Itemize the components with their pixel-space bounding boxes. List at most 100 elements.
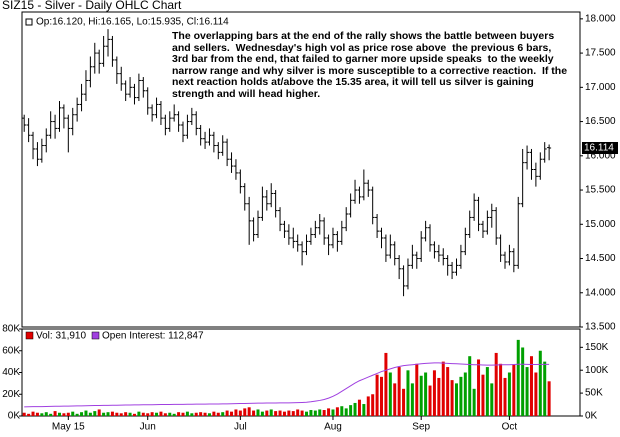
volume-bar: [252, 410, 256, 416]
volume-bar: [163, 413, 167, 416]
y-tick-label: 17.500: [585, 48, 616, 59]
y-tick-label: 17.000: [585, 82, 616, 93]
volume-bar: [406, 370, 410, 416]
volume-bar: [177, 412, 181, 416]
volume-bar: [146, 413, 150, 416]
volume-bar: [357, 399, 361, 416]
x-tick-label: Jun: [140, 422, 156, 433]
volume-bar: [221, 412, 225, 416]
volume-bar: [216, 412, 220, 416]
volume-bar: [128, 412, 132, 416]
volume-bar: [543, 361, 547, 416]
volume-bar: [31, 411, 35, 416]
legend-swatch: [91, 331, 100, 340]
volume-bar: [331, 409, 335, 416]
volume-bar: [269, 409, 273, 416]
x-tick-label: Oct: [502, 422, 518, 433]
y-tick-label: 15.000: [585, 219, 616, 230]
volume-bar: [402, 388, 406, 416]
y-tick-label: 15.500: [585, 185, 616, 196]
volume-bar: [516, 339, 520, 416]
y2-tick-label: 50K: [585, 388, 603, 399]
x-tick-label: Sep: [412, 422, 430, 433]
volume-bar: [393, 383, 397, 416]
volume-bar: [300, 410, 304, 416]
volume-bar: [168, 412, 172, 416]
price-panel: [21, 11, 581, 328]
volume-bar: [291, 411, 295, 416]
volume-bar: [119, 413, 123, 416]
volume-bar: [485, 367, 489, 416]
y-tick-label: 40K: [2, 367, 20, 378]
y-tick-label: 60K: [2, 345, 20, 356]
volume-bar: [490, 383, 494, 416]
volume-bar: [124, 412, 128, 416]
volume-bar: [181, 412, 185, 416]
oi-line: [24, 362, 550, 408]
legend-ohlc: Op:16.120, Hi:16.165, Lo:15.935, Cl:16.1…: [36, 17, 229, 28]
volume-bar: [446, 367, 450, 416]
volume-bar: [538, 350, 542, 416]
volume-bar: [441, 361, 445, 416]
volume-bar: [384, 352, 388, 416]
volume-bar: [481, 374, 485, 416]
y-tick-label: 16.000: [585, 150, 616, 161]
volume-bar: [529, 356, 533, 416]
legend-label: Vol: 31,910: [36, 331, 86, 342]
legend-label: Open Interest: 112,847: [102, 331, 204, 342]
volume-bar: [80, 412, 84, 416]
y2-tick-label: 0K: [585, 411, 598, 422]
volume-bar: [362, 404, 366, 416]
last-price-tag: [582, 141, 618, 154]
annotation-line: The overlapping bars at the end of the r…: [172, 30, 555, 42]
volume-bar: [503, 377, 507, 416]
volume-bar: [141, 412, 145, 416]
volume-bar: [199, 412, 203, 416]
legend-swatch: [25, 331, 34, 340]
volume-bar: [459, 376, 463, 416]
annotation: The overlapping bars at the end of the r…: [172, 30, 567, 101]
volume-bar: [44, 412, 48, 416]
volume-bar: [102, 412, 106, 416]
volume-bar: [53, 411, 57, 416]
volume-bar: [454, 383, 458, 416]
chart-title: SIZ15 - Silver - Daily OHLC Chart: [2, 0, 182, 12]
volume-bar: [353, 402, 357, 416]
volume-bar: [172, 413, 176, 416]
volume-bar: [468, 356, 472, 416]
volume-bar: [115, 412, 119, 416]
volume-bar: [106, 412, 110, 416]
annotation-line: and sellers. Wednesday's high vol as pri…: [172, 41, 552, 54]
y-tick-label: 20K: [2, 389, 20, 400]
volume-bar: [507, 372, 511, 416]
volume-bar: [247, 407, 251, 416]
volume-bar: [344, 408, 348, 416]
volume-bar: [71, 411, 75, 416]
volume-bar: [419, 375, 423, 416]
volume-bar: [159, 411, 163, 416]
volume-bar: [155, 412, 159, 416]
y2-tick-label: 150K: [585, 342, 609, 353]
volume-bar: [410, 383, 414, 416]
volume-bar: [380, 376, 384, 416]
volume-bar: [494, 352, 498, 416]
volume-bar: [415, 363, 419, 416]
volume-bar: [212, 411, 216, 416]
volume-bar: [472, 388, 476, 416]
volume-bar: [322, 410, 326, 416]
volume-bar: [521, 347, 525, 416]
x-tick-label: May 15: [52, 422, 85, 433]
volume-bar: [35, 412, 39, 416]
volume-bar: [225, 410, 229, 416]
volume-bar: [27, 413, 31, 416]
volume-bar: [40, 413, 44, 416]
volume-bar: [88, 412, 92, 416]
volume-bar: [371, 394, 375, 416]
y-tick-label: 16.500: [585, 116, 616, 127]
volume-bar: [388, 372, 392, 416]
volume-bar: [318, 409, 322, 416]
x-tick-label: Aug: [324, 422, 342, 433]
volume-bar: [238, 410, 242, 416]
volume-bar: [150, 412, 154, 416]
